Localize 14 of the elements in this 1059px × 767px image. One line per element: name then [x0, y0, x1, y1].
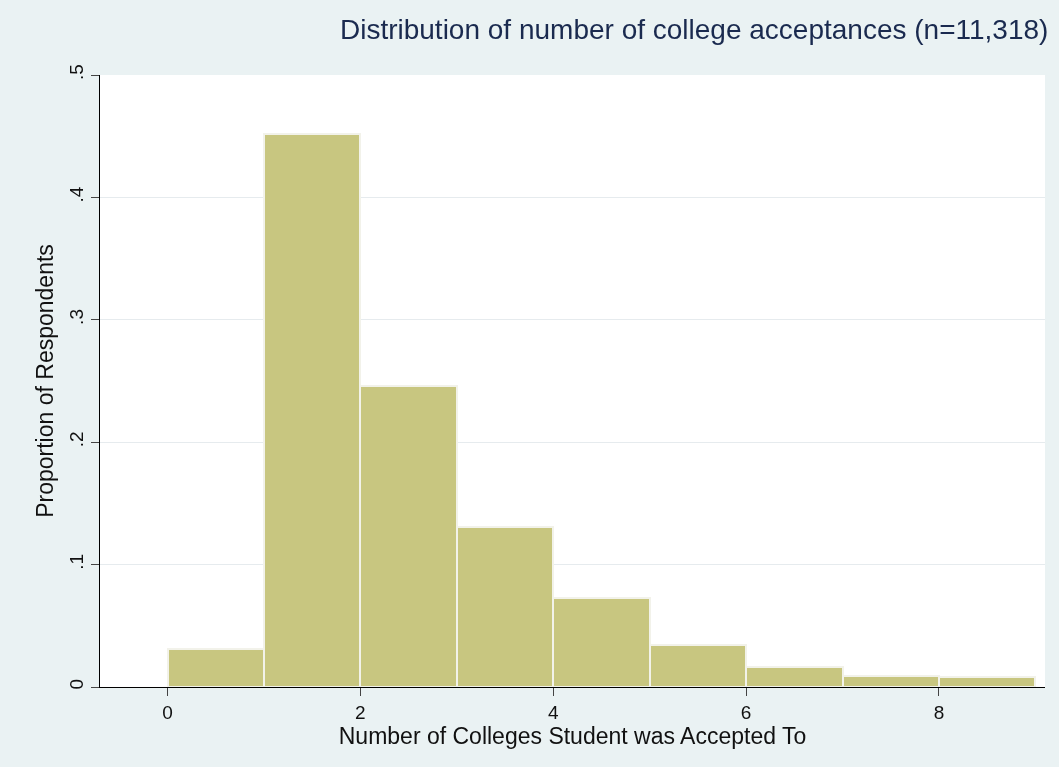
y-tick-label: 0: [66, 678, 88, 690]
y-tick-label: .2: [66, 431, 88, 448]
y-tick-label: .4: [66, 186, 88, 203]
chart-title: Distribution of number of college acceptances (n=11,318): [339, 13, 1049, 45]
x-tick-label: 4: [547, 701, 559, 723]
y-tick-label: .5: [66, 64, 88, 81]
x-tick-label: 8: [933, 701, 945, 723]
y-axis-title: Proportion of Respondents: [31, 244, 58, 518]
x-axis-title: Number of Colleges Student was Accepted To: [338, 722, 807, 749]
x-tick-label: 2: [355, 701, 366, 723]
y-tick-label: .1: [66, 553, 88, 570]
y-tick-label: .3: [66, 309, 88, 325]
x-tick-label: 6: [740, 701, 752, 723]
x-tick-label: 0: [162, 701, 173, 723]
